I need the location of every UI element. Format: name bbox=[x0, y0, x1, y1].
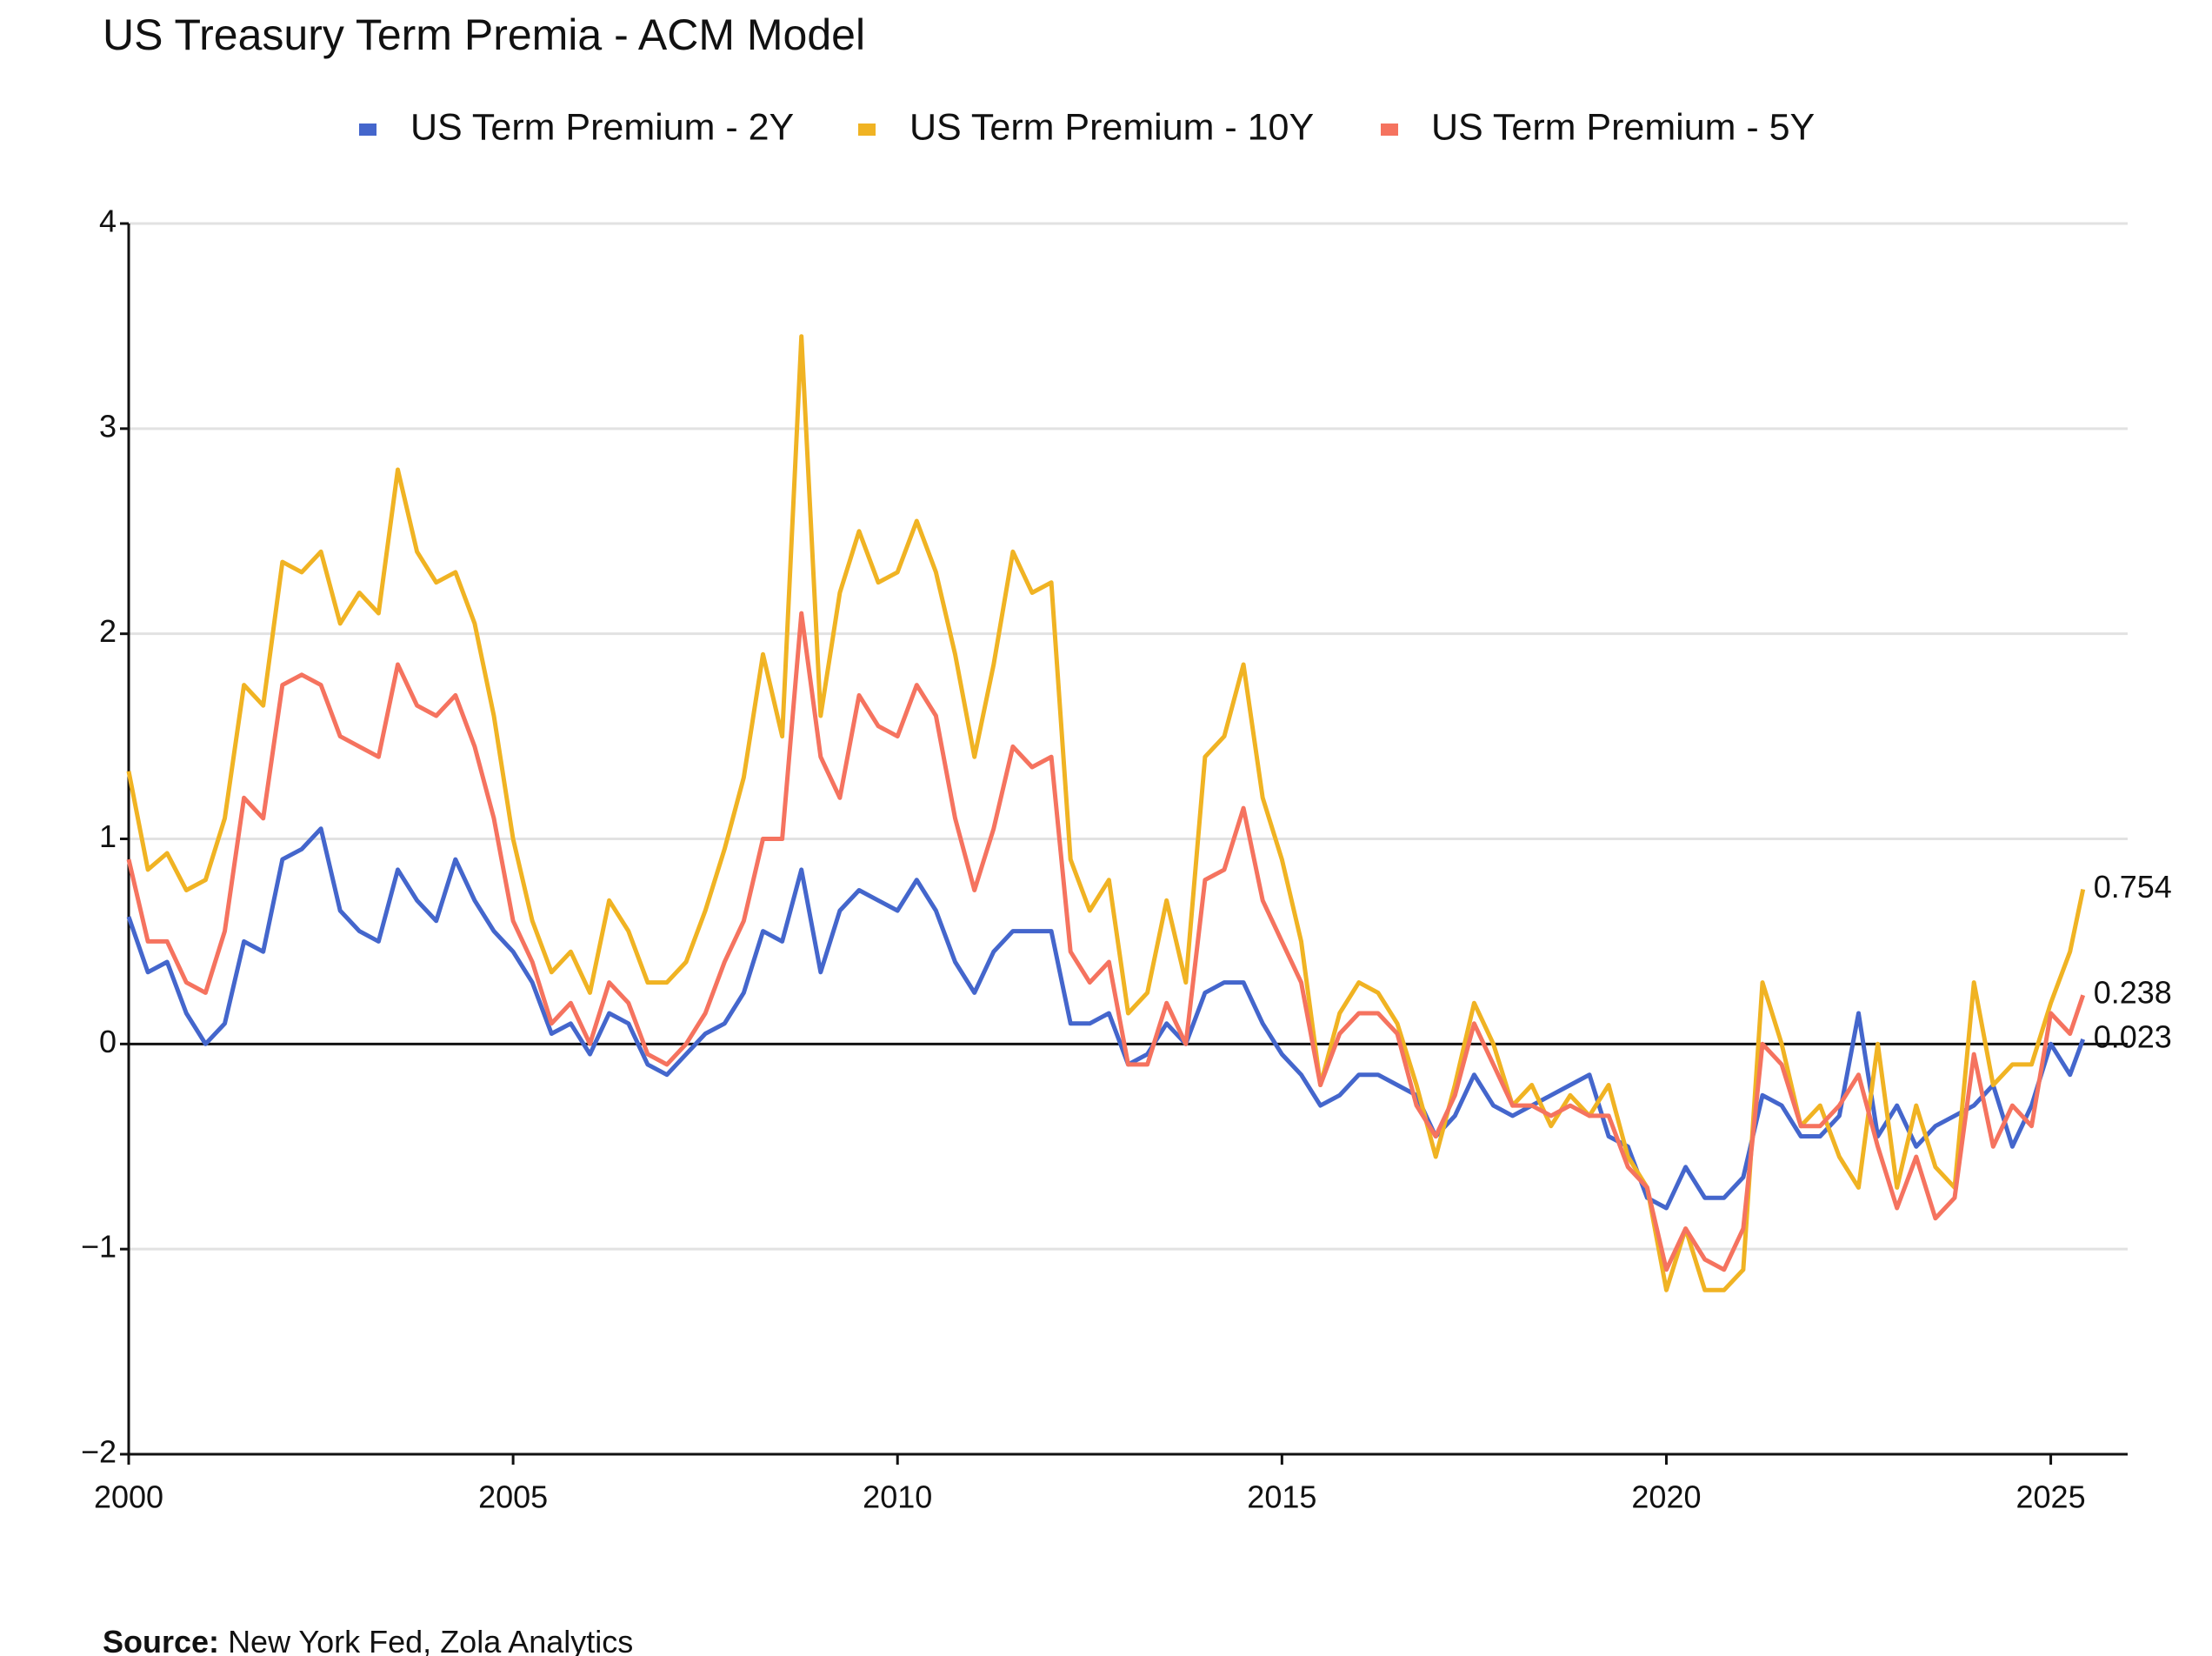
end-label: 0.023 bbox=[2094, 1018, 2172, 1054]
end-label: 0.238 bbox=[2094, 975, 2172, 1011]
y-tick-label: 2 bbox=[99, 613, 117, 649]
legend-label: US Term Premium - 10Y bbox=[909, 106, 1314, 148]
source-label: Source: bbox=[103, 1624, 219, 1656]
x-tick-label: 2015 bbox=[1247, 1479, 1316, 1515]
y-tick-label: −1 bbox=[81, 1229, 117, 1265]
x-tick-label: 2010 bbox=[863, 1479, 932, 1515]
y-tick-label: 0 bbox=[99, 1024, 117, 1059]
y-tick-label: 1 bbox=[99, 818, 117, 854]
y-tick-label: 4 bbox=[99, 204, 117, 239]
end-label: 0.754 bbox=[2094, 869, 2172, 905]
legend-label: US Term Premium - 2Y bbox=[410, 106, 794, 148]
y-tick-label: 3 bbox=[99, 408, 117, 444]
source: Source: New York Fed, Zola Analytics bbox=[103, 1624, 633, 1656]
y-tick-label: −2 bbox=[81, 1434, 117, 1470]
series-line bbox=[126, 826, 2086, 1211]
legend-label: US Term Premium - 5Y bbox=[1431, 106, 1815, 148]
series-line bbox=[126, 334, 2086, 1292]
series-line bbox=[126, 611, 2086, 1272]
x-tick-label: 2005 bbox=[478, 1479, 548, 1515]
x-tick-label: 2020 bbox=[1631, 1479, 1701, 1515]
x-tick-label: 2000 bbox=[94, 1479, 163, 1515]
x-tick-label: 2025 bbox=[2016, 1479, 2086, 1515]
chart-title: US Treasury Term Premia - ACM Model bbox=[103, 10, 865, 59]
source-text: New York Fed, Zola Analytics bbox=[228, 1624, 633, 1656]
